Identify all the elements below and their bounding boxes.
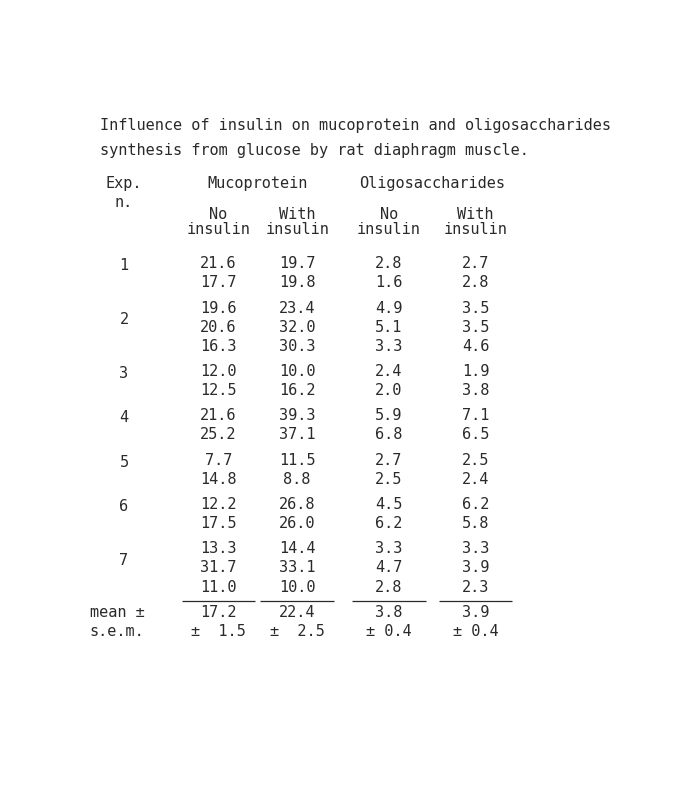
Text: 2.3: 2.3 [462, 579, 489, 594]
Text: 3.8: 3.8 [375, 605, 403, 620]
Text: 6.2: 6.2 [375, 516, 403, 531]
Text: 23.4: 23.4 [279, 301, 315, 315]
Text: 2.8: 2.8 [375, 256, 403, 271]
Text: Exp.: Exp. [106, 176, 142, 191]
Text: 7.1: 7.1 [462, 408, 489, 423]
Text: 26.0: 26.0 [279, 516, 315, 531]
Text: 14.4: 14.4 [279, 542, 315, 556]
Text: 3.5: 3.5 [462, 301, 489, 315]
Text: n.: n. [115, 195, 133, 210]
Text: ± 0.4: ± 0.4 [453, 624, 498, 639]
Text: 2.4: 2.4 [375, 364, 403, 379]
Text: ±  1.5: ± 1.5 [191, 624, 246, 639]
Text: 13.3: 13.3 [200, 542, 237, 556]
Text: Influence of insulin on mucoprotein and oligosaccharides: Influence of insulin on mucoprotein and … [100, 118, 611, 133]
Text: 3.8: 3.8 [462, 383, 489, 398]
Text: 16.2: 16.2 [279, 383, 315, 398]
Text: 5.1: 5.1 [375, 320, 403, 334]
Text: 3.5: 3.5 [462, 320, 489, 334]
Text: 21.6: 21.6 [200, 408, 237, 423]
Text: 11.0: 11.0 [200, 579, 237, 594]
Text: 4.6: 4.6 [462, 338, 489, 354]
Text: 6.5: 6.5 [462, 427, 489, 442]
Text: ±  2.5: ± 2.5 [269, 624, 324, 639]
Text: 3.9: 3.9 [462, 605, 489, 620]
Text: 10.0: 10.0 [279, 579, 315, 594]
Text: 7.7: 7.7 [204, 453, 232, 468]
Text: 2.7: 2.7 [462, 256, 489, 271]
Text: 17.2: 17.2 [200, 605, 237, 620]
Text: 33.1: 33.1 [279, 561, 315, 575]
Text: 4.5: 4.5 [375, 497, 403, 512]
Text: insulin: insulin [443, 222, 508, 238]
Text: 1: 1 [119, 258, 129, 274]
Text: No: No [209, 207, 227, 222]
Text: 19.6: 19.6 [200, 301, 237, 315]
Text: 30.3: 30.3 [279, 338, 315, 354]
Text: mean ±: mean ± [90, 605, 145, 620]
Text: 1.6: 1.6 [375, 275, 403, 290]
Text: 37.1: 37.1 [279, 427, 315, 442]
Text: 2.7: 2.7 [375, 453, 403, 468]
Text: 4.9: 4.9 [375, 301, 403, 315]
Text: 25.2: 25.2 [200, 427, 237, 442]
Text: No: No [380, 207, 398, 222]
Text: 3.3: 3.3 [375, 338, 403, 354]
Text: 6: 6 [119, 499, 129, 514]
Text: Oligosaccharides: Oligosaccharides [359, 176, 505, 191]
Text: 3: 3 [119, 366, 129, 381]
Text: 3.9: 3.9 [462, 561, 489, 575]
Text: 12.0: 12.0 [200, 364, 237, 379]
Text: 2: 2 [119, 312, 129, 327]
Text: insulin: insulin [186, 222, 250, 238]
Text: 2.5: 2.5 [375, 472, 403, 486]
Text: 3.3: 3.3 [375, 542, 403, 556]
Text: 2.5: 2.5 [462, 453, 489, 468]
Text: 2.0: 2.0 [375, 383, 403, 398]
Text: 14.8: 14.8 [200, 472, 237, 486]
Text: 5.8: 5.8 [462, 516, 489, 531]
Text: 10.0: 10.0 [279, 364, 315, 379]
Text: 16.3: 16.3 [200, 338, 237, 354]
Text: synthesis from glucose by rat diaphragm muscle.: synthesis from glucose by rat diaphragm … [100, 143, 529, 158]
Text: 21.6: 21.6 [200, 256, 237, 271]
Text: 4: 4 [119, 410, 129, 426]
Text: 8.8: 8.8 [284, 472, 311, 486]
Text: 3.3: 3.3 [462, 542, 489, 556]
Text: 2.4: 2.4 [462, 472, 489, 486]
Text: 12.5: 12.5 [200, 383, 237, 398]
Text: 2.8: 2.8 [462, 275, 489, 290]
Text: ± 0.4: ± 0.4 [366, 624, 412, 639]
Text: 17.5: 17.5 [200, 516, 237, 531]
Text: 4.7: 4.7 [375, 561, 403, 575]
Text: 5.9: 5.9 [375, 408, 403, 423]
Text: 20.6: 20.6 [200, 320, 237, 334]
Text: 39.3: 39.3 [279, 408, 315, 423]
Text: insulin: insulin [265, 222, 329, 238]
Text: 7: 7 [119, 553, 129, 568]
Text: Mucoprotein: Mucoprotein [208, 176, 308, 191]
Text: 6.2: 6.2 [462, 497, 489, 512]
Text: 2.8: 2.8 [375, 579, 403, 594]
Text: insulin: insulin [357, 222, 421, 238]
Text: 22.4: 22.4 [279, 605, 315, 620]
Text: 5: 5 [119, 454, 129, 470]
Text: s.e.m.: s.e.m. [90, 624, 145, 639]
Text: With: With [457, 207, 494, 222]
Text: 32.0: 32.0 [279, 320, 315, 334]
Text: 11.5: 11.5 [279, 453, 315, 468]
Text: 1.9: 1.9 [462, 364, 489, 379]
Text: 19.8: 19.8 [279, 275, 315, 290]
Text: 12.2: 12.2 [200, 497, 237, 512]
Text: 17.7: 17.7 [200, 275, 237, 290]
Text: With: With [279, 207, 315, 222]
Text: 6.8: 6.8 [375, 427, 403, 442]
Text: 19.7: 19.7 [279, 256, 315, 271]
Text: 31.7: 31.7 [200, 561, 237, 575]
Text: 26.8: 26.8 [279, 497, 315, 512]
